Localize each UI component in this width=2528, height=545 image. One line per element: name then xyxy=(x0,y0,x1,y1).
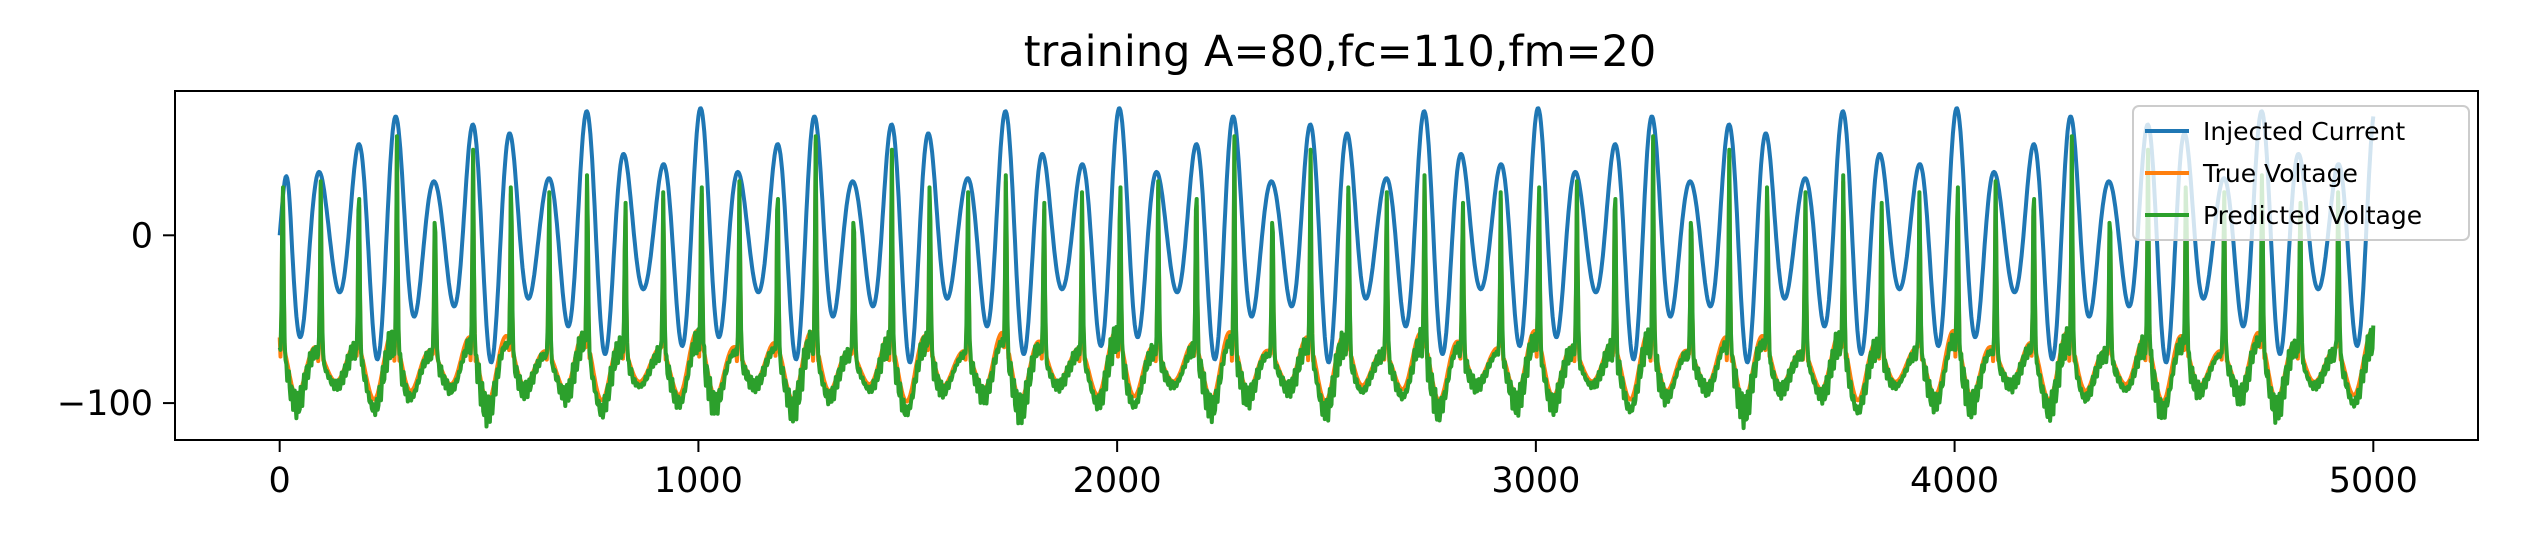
legend-label: Injected Current xyxy=(2203,117,2405,146)
series-layer xyxy=(277,106,2376,431)
plot-area-frame xyxy=(174,90,2479,441)
legend-label: True Voltage xyxy=(2202,159,2358,188)
legend: Injected Current True Voltage Predicted Vo… xyxy=(2132,105,2470,241)
series-predicted-voltage-line xyxy=(277,134,2376,431)
series-injected-current-line xyxy=(277,106,2376,365)
y-axis: 0 −100 xyxy=(57,216,175,424)
legend-box xyxy=(2132,105,2470,241)
x-tick-label: 4000 xyxy=(1910,461,1999,501)
x-tick-label: 2000 xyxy=(1073,461,1162,501)
x-tick-label: 3000 xyxy=(1491,461,1580,501)
chart-title: training A=80,fc=110,fm=20 xyxy=(1024,27,1656,77)
y-tick-label: −100 xyxy=(57,384,153,424)
x-tick-label: 0 xyxy=(269,461,291,501)
x-tick-label: 5000 xyxy=(2329,461,2418,501)
x-axis: 0 1000 2000 3000 4000 5000 xyxy=(269,440,2418,501)
legend-label: Predicted Voltage xyxy=(2203,201,2422,230)
x-tick-label: 1000 xyxy=(654,461,743,501)
y-tick-label: 0 xyxy=(131,216,153,256)
